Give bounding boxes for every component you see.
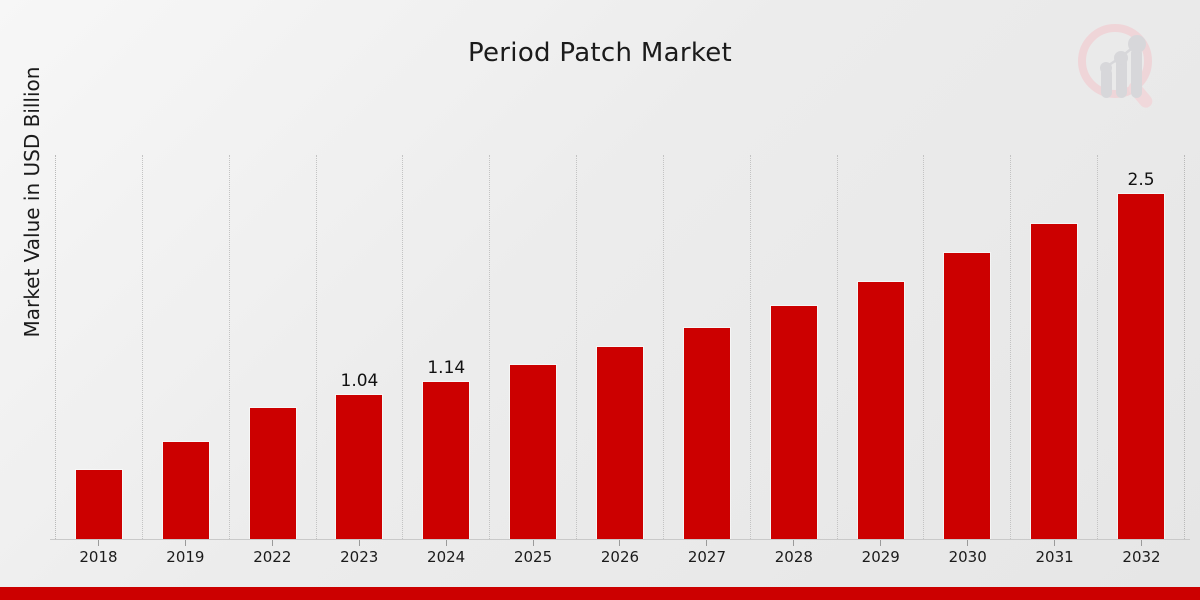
x-tick-2028: 2028 <box>750 540 837 566</box>
x-tick-label: 2030 <box>948 548 987 566</box>
bar-value-label: 1.04 <box>340 371 379 392</box>
bar-slot: 0 <box>490 155 578 539</box>
x-tick-2031: 2031 <box>1011 540 1098 566</box>
x-tick-2025: 2025 <box>490 540 577 566</box>
tick-mark <box>1141 540 1143 546</box>
tick-mark <box>880 540 882 546</box>
x-tick-label: 2026 <box>600 548 640 566</box>
tick-mark <box>97 540 99 546</box>
tick-mark <box>619 540 621 546</box>
bar-value-label: 1.14 <box>427 357 466 378</box>
tick-mark <box>793 540 795 546</box>
bar-2025[interactable] <box>510 364 557 539</box>
bar-2018[interactable] <box>75 469 122 539</box>
plot-area: 0001.041.1400000002.5 <box>55 155 1185 539</box>
x-tick-2024: 2024 <box>403 540 490 566</box>
bar-2028[interactable] <box>770 305 817 539</box>
x-tick-label: 2025 <box>513 548 553 566</box>
bar-2026[interactable] <box>596 347 643 539</box>
x-tick-2029: 2029 <box>837 540 924 566</box>
bar-2029[interactable] <box>857 282 904 539</box>
bar-slot: 0 <box>143 155 230 539</box>
market-research-magnifier-logo <box>1068 18 1172 112</box>
bar-slot: 2.5 <box>1098 155 1184 539</box>
x-tick-2027: 2027 <box>663 540 750 566</box>
bar-2031[interactable] <box>1031 224 1078 539</box>
x-tick-label: 2022 <box>253 548 292 566</box>
x-tick-label: 2024 <box>427 548 466 566</box>
bar-2022[interactable] <box>249 407 296 539</box>
x-tick-label: 2029 <box>861 548 900 566</box>
x-tick-label: 2027 <box>687 548 726 566</box>
bar-series: 0001.041.1400000002.5 <box>56 155 1184 539</box>
bar-slot: 0 <box>751 155 838 539</box>
x-tick-label: 2018 <box>79 548 118 566</box>
x-tick-2026: 2026 <box>577 540 664 566</box>
bar-2019[interactable] <box>162 442 209 539</box>
x-axis-ticks: 2018 2019 2022 2023 2024 2025 2026 2027 2028 2029… <box>55 540 1185 566</box>
tick-mark <box>532 540 534 546</box>
x-tick-2019: 2019 <box>142 540 229 566</box>
x-tick-label: 2023 <box>340 548 379 566</box>
bar-slot: 0 <box>924 155 1012 539</box>
bar-2027[interactable] <box>683 327 730 539</box>
bar-slot: 0 <box>577 155 664 539</box>
x-tick-2030: 2030 <box>924 540 1011 566</box>
bar-slot: 0 <box>230 155 317 539</box>
x-axis-line <box>50 539 1190 540</box>
tick-mark <box>184 540 186 546</box>
footer-accent-bar <box>0 587 1200 600</box>
x-tick-label: 2031 <box>1035 548 1074 566</box>
x-tick-2032: 2032 <box>1098 540 1185 566</box>
bar-2024[interactable] <box>423 381 470 539</box>
bar-slot: 0 <box>838 155 925 539</box>
tick-mark <box>706 540 708 546</box>
bar-slot: 0 <box>1011 155 1099 539</box>
tick-mark <box>358 540 360 546</box>
bar-slot: 1.14 <box>403 155 491 539</box>
x-tick-2023: 2023 <box>316 540 403 566</box>
bar-2023[interactable] <box>336 395 383 539</box>
tick-mark <box>445 540 447 546</box>
bar-slot: 1.04 <box>317 155 404 539</box>
bar-slot: 0 <box>56 155 143 539</box>
bar-2030[interactable] <box>944 253 991 539</box>
x-tick-label: 2019 <box>166 548 205 566</box>
tick-mark <box>1054 540 1056 546</box>
y-axis-label: Market Value in USD Billion <box>20 66 44 338</box>
bar-slot: 0 <box>664 155 751 539</box>
x-tick-label: 2032 <box>1122 548 1161 566</box>
bar-2032[interactable] <box>1118 193 1165 539</box>
tick-mark <box>271 540 273 546</box>
x-tick-2018: 2018 <box>55 540 142 566</box>
bar-value-label: 2.5 <box>1127 169 1155 190</box>
x-tick-label: 2028 <box>774 548 813 566</box>
page-title: Period Patch Market <box>467 38 733 68</box>
tick-mark <box>967 540 969 546</box>
x-tick-2022: 2022 <box>229 540 316 566</box>
